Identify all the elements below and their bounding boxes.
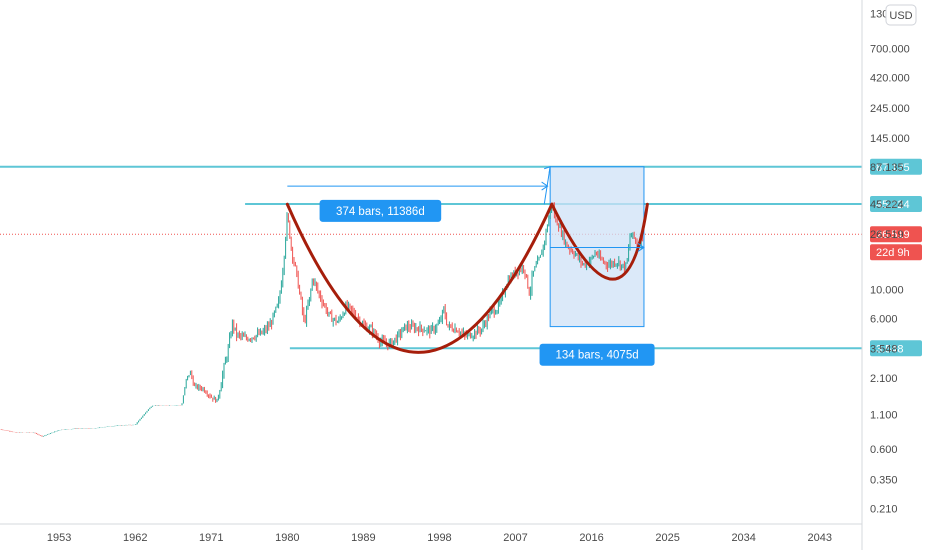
x-tick-label: 2034 — [731, 532, 755, 544]
measure-arrowhead — [541, 181, 549, 191]
diagonal-arrow — [543, 166, 551, 205]
y-tick-label: 6.000 — [870, 313, 898, 325]
measure-label-box — [539, 343, 655, 366]
x-tick-label: 2043 — [808, 532, 832, 544]
x-tick-label: 1962 — [123, 532, 147, 544]
y-tick-label: 2.100 — [870, 373, 898, 385]
y-tick-label: 0.350 — [870, 475, 898, 487]
y-tick-label: 87.135 — [870, 162, 904, 174]
y-tick-label: 700.000 — [870, 44, 910, 56]
level-tag-bg — [870, 340, 922, 357]
currency-label: USD — [889, 10, 912, 22]
y-tick-label: 45.224 — [870, 199, 904, 211]
x-tick-label: 2025 — [655, 532, 679, 544]
measure-label: 134 bars, 4075d — [555, 350, 638, 362]
x-tick-label: 1998 — [427, 532, 451, 544]
x-tick-label: 1953 — [47, 532, 71, 544]
y-tick-label: 145.000 — [870, 133, 910, 145]
y-tick-label: 420.000 — [870, 73, 910, 85]
y-tick-label: 10.000 — [870, 285, 904, 297]
measure-label-box — [319, 199, 442, 222]
countdown-tag-bg — [870, 244, 922, 261]
time-axis: 1953 1962 1971 1980 1989 1998 2007 2016 2025 2034… — [0, 523, 862, 544]
cup-curve — [285, 202, 554, 354]
x-tick-label: 1989 — [351, 532, 375, 544]
cup-curve — [550, 202, 649, 281]
last-price-tag-bg — [870, 226, 922, 243]
price-axis: 1300.000700.000420.000245.000145.00087.1… — [861, 0, 916, 550]
diagonal-arrowhead — [544, 166, 551, 173]
level-tag-bg — [870, 158, 922, 175]
countdown-tag: 22d 9h — [876, 247, 910, 259]
level-tag-bg — [870, 195, 922, 212]
cup-curves — [285, 202, 649, 354]
x-tick-label: 1971 — [199, 532, 223, 544]
measurement-arrows: 374 bars, 11386d 134 bars, 4075d — [287, 166, 655, 366]
x-tick-label: 2016 — [579, 532, 603, 544]
measure-arrowhead — [637, 243, 645, 252]
y-tick-label: 245.000 — [870, 103, 910, 115]
candle-series — [0, 202, 644, 437]
x-tick-label: 2007 — [503, 532, 527, 544]
measure-label: 374 bars, 11386d — [336, 206, 425, 218]
y-tick-label: 0.210 — [870, 504, 898, 516]
x-tick-label: 1980 — [275, 532, 299, 544]
last-price-tag: 26.519 — [876, 229, 910, 241]
y-tick-label: 26.519 — [870, 229, 904, 241]
level-tag: 45.224 — [876, 199, 910, 211]
y-tick-label: 1.100 — [870, 410, 898, 422]
horizontal-levels — [0, 165, 862, 350]
level-tag: 3.548 — [876, 343, 904, 355]
level-tag: 87.135 — [876, 162, 910, 174]
price-axis-tags: 87.135 45.224 3.548 26.519 22d 9h — [870, 158, 922, 357]
y-tick-label: 0.600 — [870, 444, 898, 456]
currency-button[interactable] — [885, 4, 917, 26]
y-tick-label: 3.548 — [870, 343, 898, 355]
